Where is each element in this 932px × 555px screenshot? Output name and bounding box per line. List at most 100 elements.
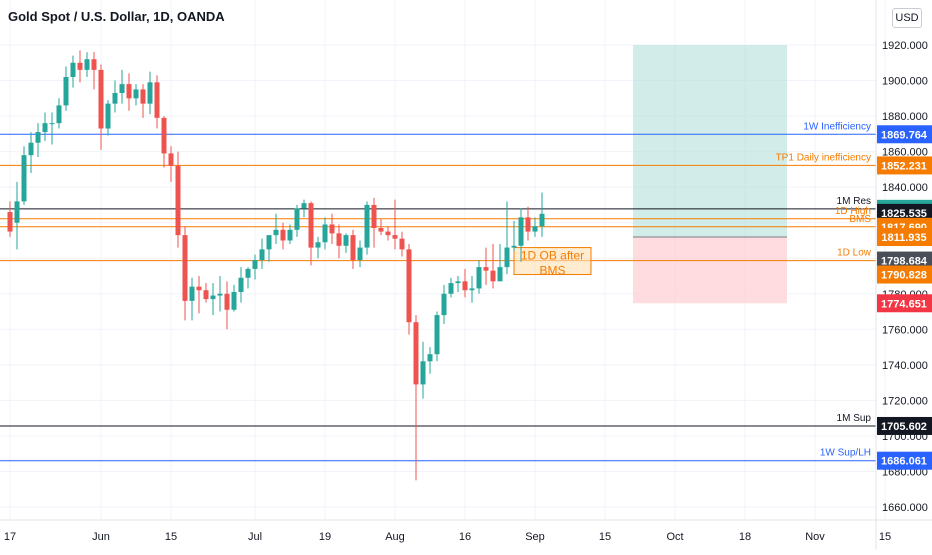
candle-body [98, 69, 104, 129]
candle-body [441, 293, 447, 316]
candle-body [469, 288, 475, 291]
candle-body [49, 123, 55, 125]
x-tick-label: 17 [4, 531, 16, 543]
candle-body [91, 59, 97, 70]
candle-body [196, 286, 202, 291]
candle-body [35, 132, 41, 143]
candle-body [357, 247, 363, 261]
y-tick-label: 1760.000 [882, 324, 928, 336]
candle-body [210, 295, 216, 300]
price-label-box [877, 294, 932, 313]
candle-body [294, 208, 300, 230]
price-label-box [877, 416, 932, 435]
candle-body [84, 59, 90, 70]
candle-body [539, 213, 545, 227]
y-tick-label: 1720.000 [882, 395, 928, 407]
order-block-label: BMS [539, 264, 565, 278]
candle-body [203, 290, 209, 300]
x-tick-label: 16 [459, 531, 471, 543]
y-tick-label: 1860.000 [882, 147, 928, 159]
stop-loss-zone [633, 237, 787, 304]
candle-body [266, 235, 272, 250]
candle-body [238, 277, 244, 292]
x-tick-label: Jul [248, 531, 262, 543]
candle-body [483, 267, 489, 271]
candle-body [392, 235, 398, 239]
candle-body [427, 354, 433, 362]
candle-body [497, 267, 503, 282]
level-label: 1M Res [837, 196, 871, 207]
candle-body [399, 238, 405, 250]
candle-body [182, 235, 188, 301]
price-label-box [877, 251, 932, 270]
y-tick-label: 1660.000 [882, 502, 928, 514]
currency-button[interactable]: USD [892, 8, 922, 28]
candle-body [140, 89, 146, 104]
candle-body [385, 231, 391, 236]
candle-body [308, 203, 314, 248]
order-block-label: 1D OB after [521, 249, 584, 263]
candle-body [329, 224, 335, 234]
y-tick-label: 1900.000 [882, 76, 928, 88]
level-label: 1M Sup [837, 413, 872, 424]
y-tick-label: 1740.000 [882, 360, 928, 372]
candle-body [217, 293, 223, 296]
x-tick-label: 18 [739, 531, 751, 543]
candle-body [28, 142, 34, 156]
price-label: 1811.935 [881, 232, 926, 244]
candle-body [105, 103, 111, 129]
candle-body [126, 84, 132, 99]
x-tick-label: 15 [879, 531, 891, 543]
candle-body [119, 84, 125, 93]
candle-body [287, 229, 293, 241]
take-profit-zone [633, 45, 787, 238]
candle-body [273, 229, 279, 236]
x-tick-label: 15 [165, 531, 177, 543]
candle-body [518, 217, 524, 246]
level-label: 1W Sup/LH [820, 448, 871, 459]
level-label: BMS [849, 214, 871, 225]
candle-body [336, 233, 342, 246]
candle-body [252, 260, 258, 269]
price-label: 1790.828 [881, 270, 927, 282]
candle-body [420, 361, 426, 385]
price-label-box [877, 451, 932, 470]
price-label: 1798.684 [881, 256, 928, 268]
candle-body [189, 286, 195, 301]
candle-body [175, 165, 181, 236]
candle-body [63, 76, 69, 106]
candle-body [448, 283, 454, 294]
candle-body [406, 249, 412, 323]
candle-body [504, 247, 510, 268]
candle-body [77, 62, 83, 70]
candle-body [133, 89, 139, 99]
candle-body [511, 245, 517, 248]
candle-body [364, 204, 370, 248]
x-tick-label: Oct [666, 531, 683, 543]
candle-body [56, 105, 62, 124]
x-tick-label: Aug [385, 531, 405, 543]
candle-body [224, 293, 230, 310]
price-label: 1705.602 [881, 421, 927, 433]
candle-body [301, 203, 307, 209]
price-label: 1852.231 [881, 160, 927, 172]
candle-body [280, 229, 286, 241]
x-tick-label: Sep [525, 531, 545, 543]
candle-body [371, 204, 377, 229]
price-label: 1774.651 [881, 298, 927, 310]
candle-body [490, 270, 496, 282]
candle-body [322, 224, 328, 243]
price-label-box [877, 228, 932, 247]
candle-body [455, 281, 461, 284]
y-tick-label: 1880.000 [882, 111, 928, 123]
candle-body [350, 235, 356, 261]
candle-body [476, 267, 482, 289]
candle-body [21, 155, 27, 202]
candle-body [112, 92, 118, 104]
candle-body [315, 242, 321, 248]
chart-title: Gold Spot / U.S. Dollar, 1D, OANDA [8, 9, 225, 24]
candle-body [259, 249, 265, 261]
price-label-box [877, 265, 932, 284]
